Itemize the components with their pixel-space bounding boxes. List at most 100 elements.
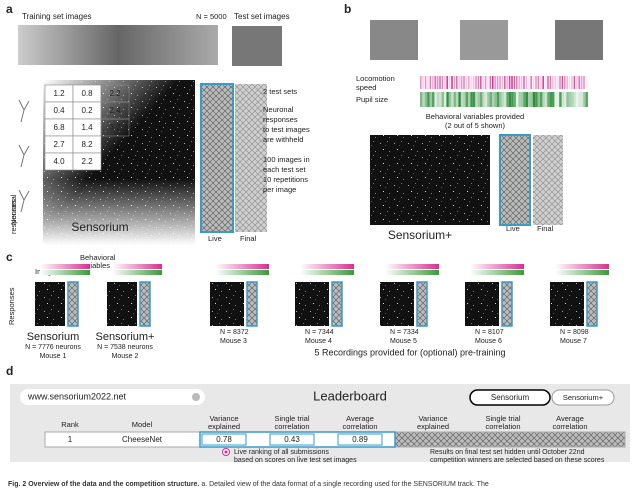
trace-bar xyxy=(424,76,427,89)
trace-bar xyxy=(585,92,588,107)
trace-bar xyxy=(494,92,497,107)
trace-bar xyxy=(525,92,528,107)
tab-label: Sensorium xyxy=(491,393,530,402)
label: variables xyxy=(80,261,110,270)
trace-bar xyxy=(506,76,508,89)
trace-bar xyxy=(571,92,574,107)
matrix-value: 1.2 xyxy=(53,89,65,98)
neuron-icon xyxy=(18,144,30,168)
live-test-set xyxy=(200,83,234,233)
label: Neuronal xyxy=(9,194,18,225)
trace-bar xyxy=(525,76,528,89)
label: Mouse 7 xyxy=(560,338,587,345)
track-name: Sensorium+ xyxy=(388,228,452,242)
behavior-bar xyxy=(300,270,354,275)
behavior-bar xyxy=(40,270,90,275)
trace-bar xyxy=(566,92,569,107)
trace-bar xyxy=(532,92,536,107)
label: 10 repetitions xyxy=(263,175,308,184)
label: N = 8098 xyxy=(560,329,589,336)
trace-bar xyxy=(547,76,549,89)
label: www.sensorium2022.net xyxy=(27,391,127,401)
trace-bar xyxy=(544,76,547,89)
cell: 1 xyxy=(68,435,73,444)
label: Final xyxy=(240,234,257,243)
label: N = 5000 xyxy=(196,12,227,21)
label: (2 out of 5 shown) xyxy=(445,121,506,130)
url-bar[interactable] xyxy=(20,389,205,405)
trace-bar xyxy=(458,92,461,107)
matrix-cell xyxy=(100,118,130,137)
cell: 0.78 xyxy=(216,435,232,444)
trace-bar xyxy=(583,76,585,89)
trace-bar xyxy=(453,76,456,89)
caption-title: Overview of the data and the competition… xyxy=(28,481,199,488)
trace-bar xyxy=(458,76,460,89)
trace-bar xyxy=(516,92,519,107)
trace-bar xyxy=(441,76,444,89)
tab[interactable] xyxy=(551,389,615,406)
response-block xyxy=(107,282,137,326)
label: Results on final test set hidden until O… xyxy=(430,449,585,456)
trace-bar xyxy=(420,92,423,107)
image xyxy=(370,20,418,60)
trace-bar xyxy=(549,92,552,107)
trace-bar xyxy=(564,92,567,107)
trace-bar xyxy=(537,76,540,89)
column-header: explained xyxy=(417,422,449,431)
matrix-value: 2.2 xyxy=(81,157,93,166)
trace-bar xyxy=(544,92,548,107)
column-header: correlation xyxy=(342,422,377,431)
column-header: Average xyxy=(556,414,584,423)
trace-bar xyxy=(578,76,580,89)
label: Neuronal xyxy=(263,105,294,114)
trace-bar xyxy=(532,76,535,89)
panel-label: b xyxy=(344,2,351,16)
trace-bar xyxy=(472,76,475,89)
matrix-value: 2.2 xyxy=(109,89,121,98)
trace-bar xyxy=(520,92,524,107)
label: to test images xyxy=(263,125,310,134)
trace-bar xyxy=(576,76,578,89)
panel-label: d xyxy=(6,364,13,378)
trace-bar xyxy=(549,76,552,89)
trace-bar xyxy=(432,76,434,89)
trace-bar xyxy=(463,76,465,89)
matrix-value: 4.0 xyxy=(53,157,65,166)
trace-bar xyxy=(465,76,468,89)
trace-bar xyxy=(542,76,544,89)
behavior-bar xyxy=(112,270,162,275)
trace-bar xyxy=(468,92,471,107)
matrix-value: 0.2 xyxy=(81,106,93,115)
behavior-bar xyxy=(40,264,90,269)
trace-bar xyxy=(484,76,487,89)
trace-bar xyxy=(511,76,513,89)
trace-bar xyxy=(516,76,518,89)
trace-bar xyxy=(513,92,516,107)
label: 2 test sets xyxy=(263,87,297,96)
trace-bar xyxy=(528,76,530,89)
neuron-icon xyxy=(18,189,30,213)
label: Mouse 6 xyxy=(475,338,502,345)
live-box xyxy=(67,281,79,327)
trace-bar xyxy=(446,76,448,89)
matrix-value: 6.8 xyxy=(53,123,65,132)
trace-bar xyxy=(429,92,432,107)
live-test-set xyxy=(499,134,531,226)
label: 100 images in xyxy=(263,155,310,164)
label: Responses xyxy=(7,287,16,325)
label: Mouse 1 xyxy=(40,353,67,360)
trace-bar xyxy=(439,92,442,107)
trace-bar xyxy=(475,92,478,107)
trace-bar xyxy=(489,92,492,107)
trace-bar xyxy=(530,92,533,107)
label: Test set images xyxy=(234,12,290,21)
tab-label: Sensorium+ xyxy=(563,393,604,402)
live-marker-dot xyxy=(224,450,228,454)
trace-bar xyxy=(506,92,509,107)
label: 5 Recordings provided for (optional) pre… xyxy=(314,347,505,357)
trace-bar xyxy=(465,92,468,107)
trace-bar xyxy=(530,76,532,89)
tab-active[interactable] xyxy=(469,389,551,406)
score-box xyxy=(337,433,383,446)
